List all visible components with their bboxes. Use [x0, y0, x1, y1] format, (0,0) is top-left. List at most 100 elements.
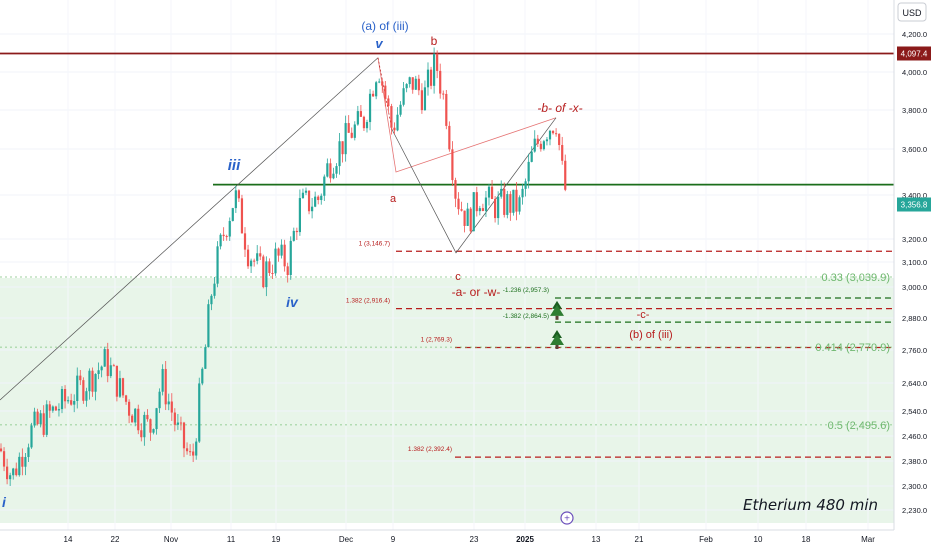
candle-body — [393, 127, 396, 131]
candle-body — [167, 401, 170, 405]
candle-body — [256, 253, 259, 261]
candle-body — [21, 456, 24, 467]
candle-body — [405, 84, 408, 89]
candle-body — [527, 161, 530, 182]
chart-title-text: Etherium 480 min — [743, 496, 878, 514]
candle-body — [12, 468, 15, 476]
x-tick-label: 21 — [635, 535, 644, 544]
candle-body — [353, 124, 356, 138]
fib-level-label: 0.33 (3,039.9) — [822, 272, 891, 284]
candle-body — [457, 198, 460, 210]
candle-body — [60, 389, 64, 410]
candle-body — [201, 368, 204, 384]
y-tick-label: 3,100.0 — [902, 258, 927, 267]
wave-label: b — [431, 34, 438, 48]
candle-body — [518, 197, 521, 212]
wave-label: -a- or -w- — [452, 285, 501, 299]
y-tick-label: 3,600.0 — [902, 145, 927, 154]
y-axis[interactable]: 4,200.0 4,000.0 3,800.0 3,600.0 3,400.0 3,200… — [902, 30, 927, 515]
candle-body — [106, 349, 109, 377]
candle-body — [433, 53, 436, 86]
y-tick-label: 2,460.0 — [902, 432, 927, 441]
candle-body — [262, 256, 265, 288]
y-tick-label: 2,880.0 — [902, 314, 927, 323]
candle-body — [530, 151, 533, 162]
x-tick-label: Mar — [861, 535, 875, 544]
candle-body — [42, 413, 45, 435]
candle-body — [536, 138, 539, 144]
candle-body — [158, 391, 161, 409]
candle-body — [131, 415, 134, 423]
candle-body — [253, 260, 256, 262]
fib-level-label: 0.5 (2,495.6) — [828, 420, 890, 432]
candle-body — [500, 188, 503, 197]
candle-body — [323, 176, 326, 196]
candle-body — [152, 429, 155, 433]
x-tick-label: Nov — [164, 535, 178, 544]
candle-body — [561, 145, 564, 161]
wave-label: iii — [228, 157, 241, 174]
candle-body — [210, 295, 213, 305]
candle-body — [231, 208, 234, 221]
candle-body — [286, 266, 289, 275]
candle-body — [515, 189, 518, 212]
candle-body — [173, 412, 176, 425]
candle-body — [207, 304, 210, 348]
candle-body — [429, 69, 433, 86]
candle-body — [15, 468, 18, 476]
candle-body — [411, 77, 414, 90]
candle-body — [88, 370, 91, 392]
candle-body — [30, 425, 33, 448]
candle-body — [448, 125, 451, 150]
candle-body — [27, 447, 30, 458]
candle-body — [521, 188, 524, 198]
fib-zone — [0, 278, 894, 523]
candle-body — [137, 408, 140, 431]
wave-label: i — [2, 494, 7, 510]
candle-body — [338, 141, 341, 167]
candle-body — [387, 98, 390, 107]
candle-body — [198, 383, 201, 442]
price-badge-label: 3,356.8 — [901, 201, 928, 210]
wave-label: v — [375, 36, 383, 51]
x-tick-label: 13 — [592, 535, 601, 544]
svg-text:+: + — [564, 514, 570, 525]
fib-label: 1 (2,769.3) — [421, 337, 452, 344]
candle-body — [314, 196, 317, 207]
candle-body — [216, 246, 219, 284]
candle-body — [396, 114, 399, 131]
candle-body — [408, 77, 411, 85]
candle-body — [0, 448, 3, 452]
candle-body — [189, 451, 192, 453]
candle-body — [426, 69, 430, 88]
candle-body — [146, 414, 149, 420]
fib-label: -1.382 (2,864.5) — [503, 313, 549, 320]
x-axis[interactable]: 14 22 Nov 11 19 Dec 9 23 2025 13 21 Feb 10 18 Mar — [64, 535, 876, 544]
candle-body — [311, 206, 314, 212]
candle-body — [548, 130, 552, 140]
fib-label: 1.382 (2,392.4) — [408, 446, 452, 453]
candle-body — [268, 261, 271, 274]
candle-body — [545, 139, 549, 142]
candle-body — [329, 163, 332, 179]
candle-body — [350, 132, 353, 138]
x-tick-label: 14 — [64, 535, 73, 544]
candle-body — [487, 186, 491, 198]
currency-text: USD — [902, 8, 922, 18]
candle-body — [378, 81, 381, 83]
add-scroll-icon[interactable]: + — [560, 511, 574, 525]
candle-body — [484, 197, 488, 211]
candle-body — [298, 198, 301, 233]
candle-body — [48, 404, 51, 411]
candle-body — [6, 466, 9, 480]
x-tick-label: Dec — [339, 535, 353, 544]
wave-b-line — [377, 57, 557, 173]
price-badges: 4,097.4 3,356.8 — [897, 46, 931, 212]
currency-label[interactable]: USD — [897, 2, 927, 22]
price-badge — [897, 197, 931, 212]
candle-body — [222, 234, 225, 237]
candle-body — [454, 180, 457, 199]
candle-body — [344, 123, 347, 155]
candle-body — [134, 408, 137, 423]
